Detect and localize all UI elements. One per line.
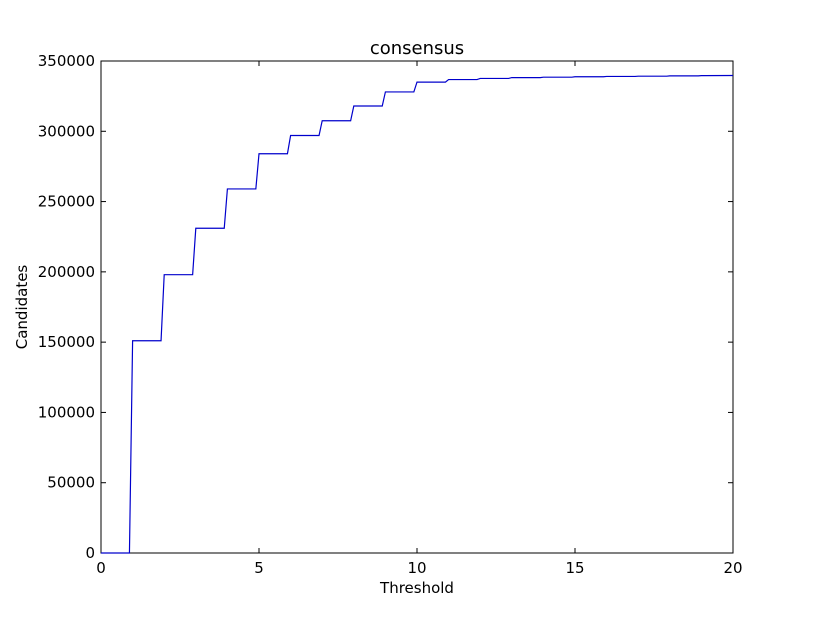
y-tick-label: 350000 xyxy=(38,52,95,70)
x-axis: 0 5 10 15 20 xyxy=(96,61,743,577)
y-tick-label: 150000 xyxy=(38,333,95,351)
x-tick-label: 10 xyxy=(407,559,426,577)
y-tick-label: 0 xyxy=(85,544,95,562)
chart-title: consensus xyxy=(370,38,464,59)
x-tick-label: 20 xyxy=(723,559,742,577)
x-tick-label: 5 xyxy=(254,559,264,577)
x-tick-label: 15 xyxy=(565,559,584,577)
y-tick-label: 300000 xyxy=(38,122,95,140)
y-tick-label: 200000 xyxy=(38,263,95,281)
y-tick-label: 100000 xyxy=(38,403,95,421)
series-line xyxy=(101,74,734,554)
y-tick-label: 250000 xyxy=(38,193,95,211)
plot-frame xyxy=(100,60,734,554)
y-axis: 0 50000 100000 150000 200000 250000 300000 3500… xyxy=(38,52,733,562)
x-tick-label: 0 xyxy=(96,559,106,577)
y-tick-label: 50000 xyxy=(47,474,95,492)
y-axis-label: Candidates xyxy=(13,265,31,350)
x-axis-label: Threshold xyxy=(379,579,454,597)
